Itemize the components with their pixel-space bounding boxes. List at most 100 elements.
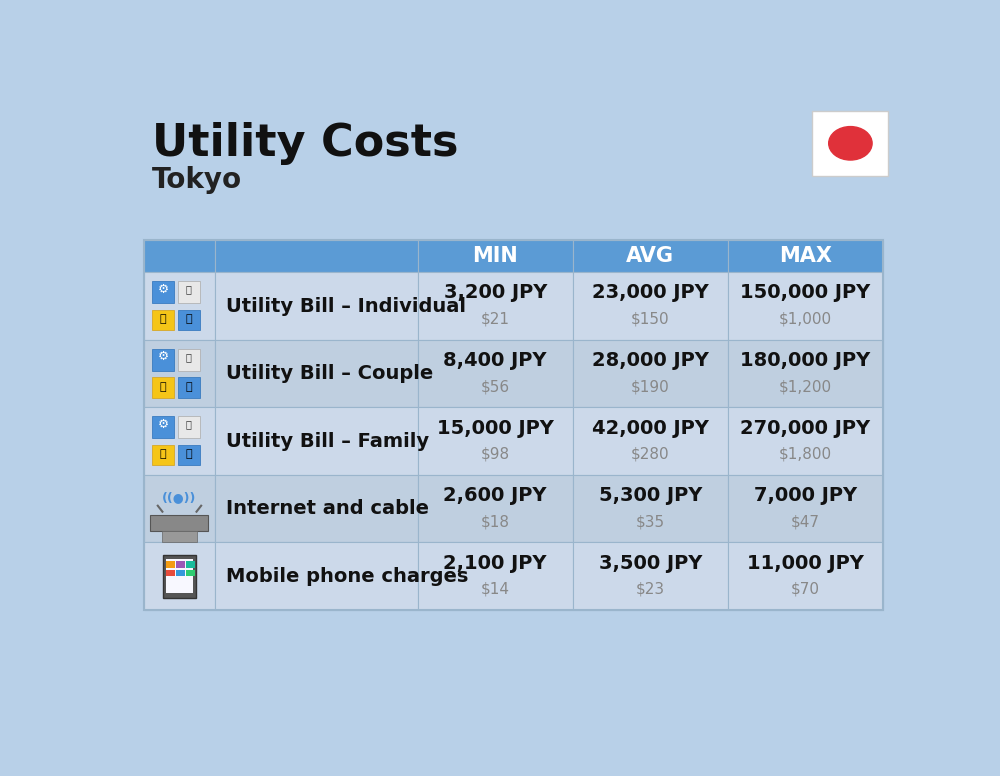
Bar [573,240,728,272]
Bar [215,542,418,610]
Text: 🔌: 🔌 [160,449,166,459]
Bar [176,561,185,568]
Text: $18: $18 [481,514,510,529]
Text: $280: $280 [631,447,670,462]
Bar [166,561,175,568]
Bar [418,340,573,407]
Text: $150: $150 [631,312,670,327]
Text: $70: $70 [791,582,820,597]
Text: $98: $98 [481,447,510,462]
Bar [215,340,418,407]
Bar [152,310,174,330]
Text: $1,200: $1,200 [779,379,832,394]
Text: Utility Bill – Family: Utility Bill – Family [226,431,429,451]
Bar [178,310,200,330]
Bar [573,407,728,475]
Text: $35: $35 [636,514,665,529]
Bar [150,514,208,532]
Text: 23,000 JPY: 23,000 JPY [592,283,709,303]
Bar [144,272,215,340]
Bar [728,340,883,407]
Bar [573,542,728,610]
Bar [186,570,195,577]
Text: 15,000 JPY: 15,000 JPY [437,418,554,438]
Bar [728,407,883,475]
Text: 42,000 JPY: 42,000 JPY [592,418,709,438]
Bar [176,570,185,577]
Text: 2,600 JPY: 2,600 JPY [443,486,547,505]
Text: 🤝: 🤝 [186,285,192,294]
Text: Internet and cable: Internet and cable [226,499,429,518]
Bar [728,240,883,272]
Text: $190: $190 [631,379,670,394]
Bar [152,417,174,438]
Text: 5,300 JPY: 5,300 JPY [599,486,702,505]
Bar [144,340,215,407]
Text: 🤝: 🤝 [186,352,192,362]
Text: 150,000 JPY: 150,000 JPY [740,283,871,303]
Text: MIN: MIN [472,246,518,266]
Text: 8,400 JPY: 8,400 JPY [443,351,547,370]
Bar [728,475,883,542]
Text: Tokyo: Tokyo [152,166,242,194]
Bar [573,272,728,340]
Text: Utility Bill – Individual: Utility Bill – Individual [226,296,466,316]
Text: 🔌: 🔌 [160,382,166,392]
Text: 🔌: 🔌 [160,314,166,324]
Text: 🔧: 🔧 [185,382,192,392]
Bar [186,561,195,568]
Bar [152,377,174,397]
Text: ⚙: ⚙ [158,283,169,296]
Text: 28,000 JPY: 28,000 JPY [592,351,709,370]
Text: 3,200 JPY: 3,200 JPY [444,283,547,303]
Bar [144,475,215,542]
Text: ⚙: ⚙ [158,351,169,363]
Bar [215,475,418,542]
Bar [178,417,200,438]
Text: 2,100 JPY: 2,100 JPY [443,553,547,573]
Text: Utility Bill – Couple: Utility Bill – Couple [226,364,433,383]
Text: ⚙: ⚙ [158,418,169,431]
Bar [418,542,573,610]
Bar [573,340,728,407]
Bar [144,240,883,610]
Bar [144,407,215,475]
Text: $1,000: $1,000 [779,312,832,327]
Text: 🔧: 🔧 [185,449,192,459]
Bar [728,272,883,340]
Bar [215,240,418,272]
Text: $14: $14 [481,582,510,597]
Text: 7,000 JPY: 7,000 JPY [754,486,857,505]
Text: Mobile phone charges: Mobile phone charges [226,566,469,586]
Text: ((●)): ((●)) [162,491,197,504]
Text: MAX: MAX [779,246,832,266]
Text: $1,800: $1,800 [779,447,832,462]
Text: 11,000 JPY: 11,000 JPY [747,553,864,573]
Bar [162,531,197,542]
Text: Utility Costs: Utility Costs [152,123,459,165]
Bar [178,349,200,371]
Text: 270,000 JPY: 270,000 JPY [740,418,870,438]
Bar [166,559,193,593]
Bar [418,407,573,475]
Bar [418,272,573,340]
Bar [163,555,196,598]
Bar [418,240,573,272]
Text: $23: $23 [636,582,665,597]
Text: $47: $47 [791,514,820,529]
Text: $56: $56 [481,379,510,394]
Text: 180,000 JPY: 180,000 JPY [740,351,871,370]
Bar [144,240,215,272]
Text: 3,500 JPY: 3,500 JPY [599,553,702,573]
Bar [728,542,883,610]
Bar [152,349,174,371]
Text: 🔧: 🔧 [185,314,192,324]
Bar [178,377,200,397]
Circle shape [829,126,872,160]
Bar [178,282,200,303]
Bar [215,407,418,475]
Bar [812,111,888,175]
Bar [573,475,728,542]
Bar [166,570,175,577]
Text: $21: $21 [481,312,510,327]
